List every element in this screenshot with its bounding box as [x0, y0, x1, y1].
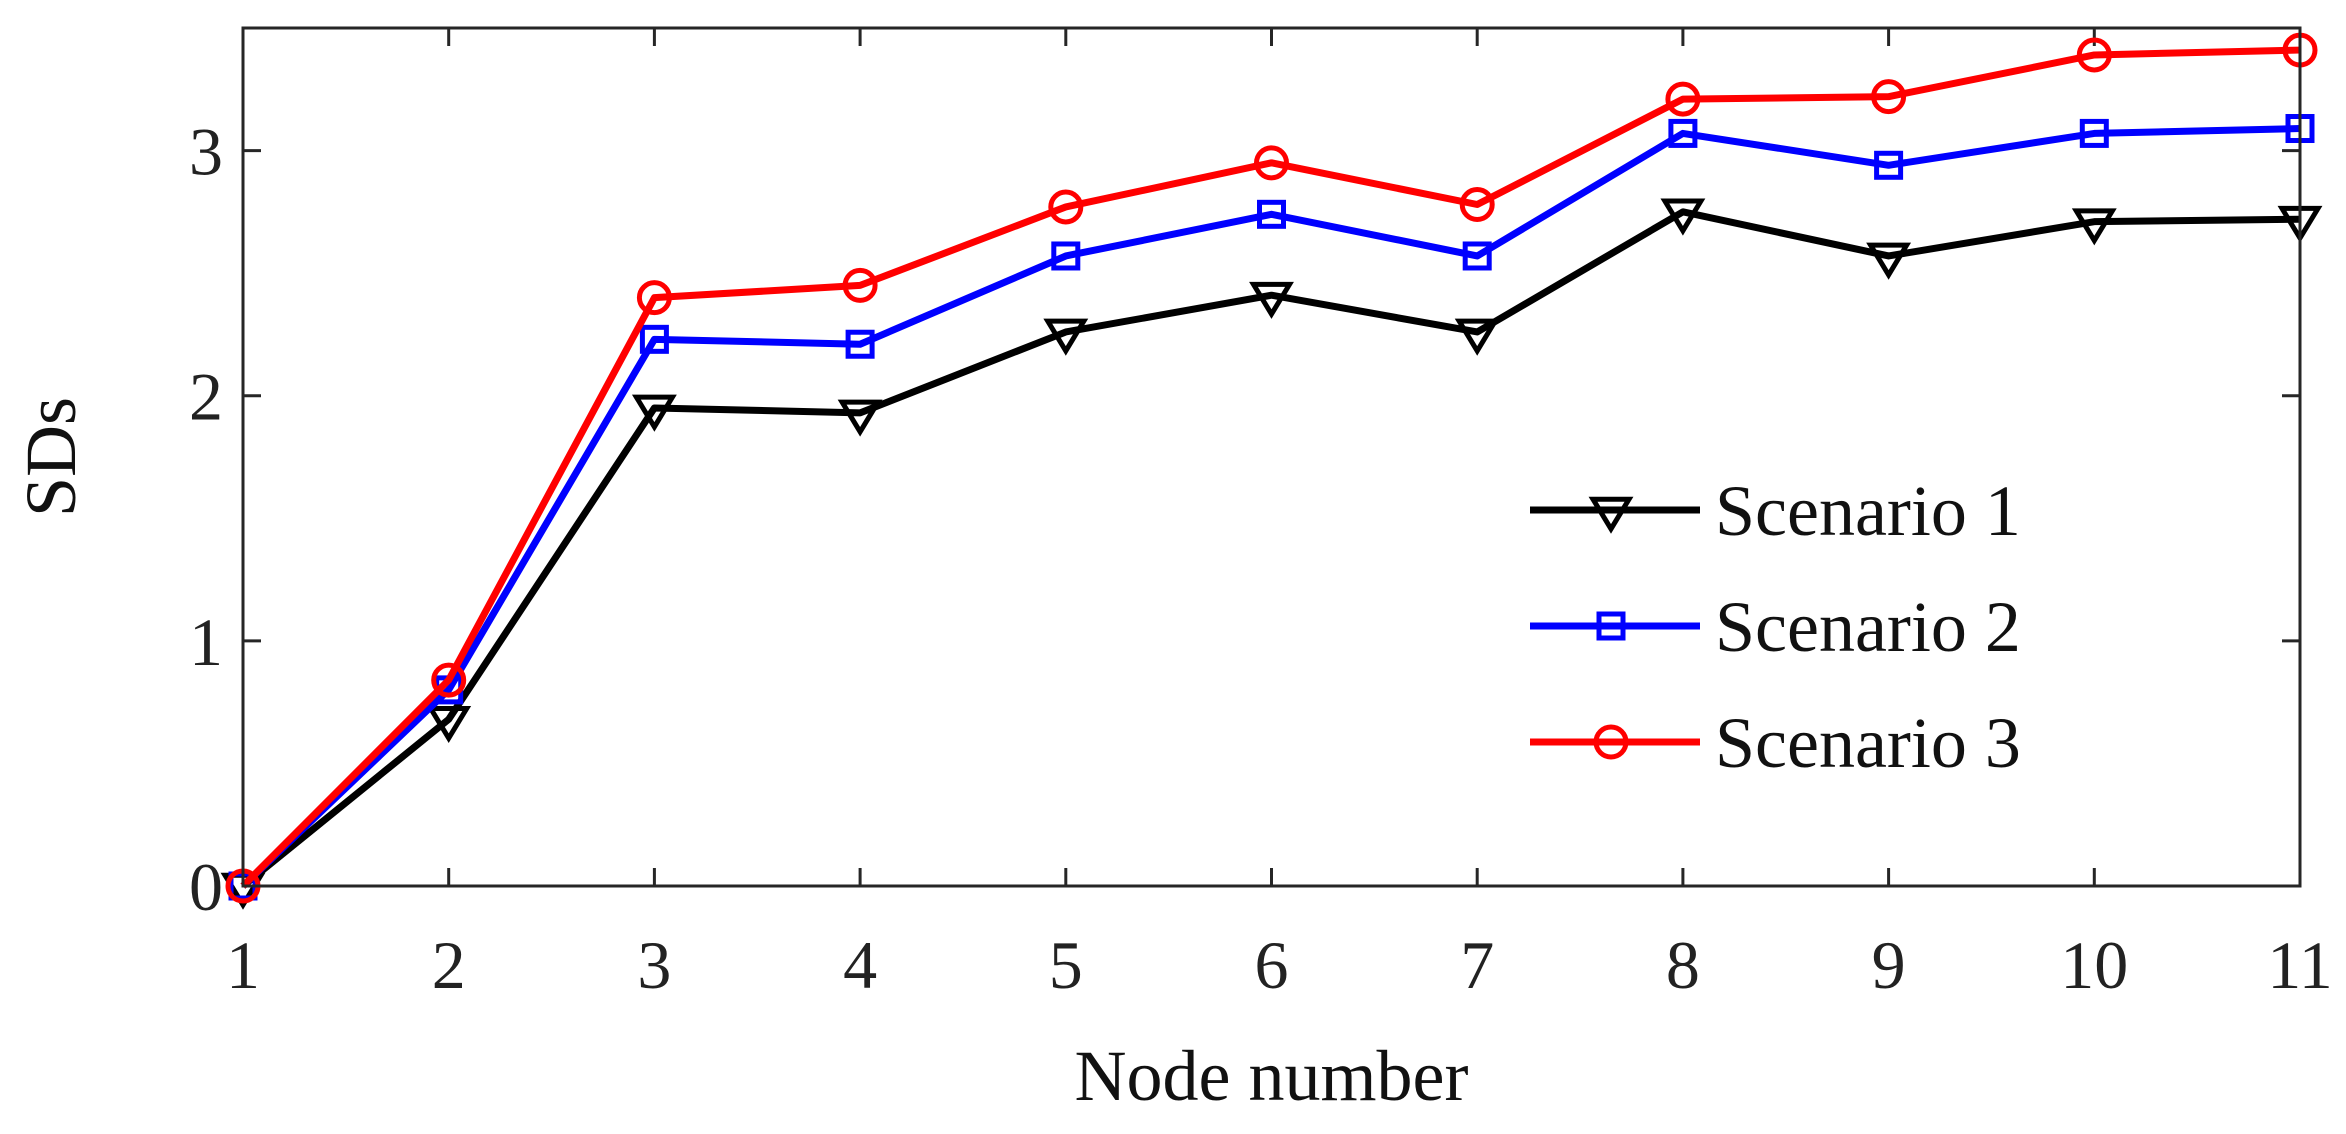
- y-axis-label: SDs: [11, 397, 91, 517]
- series-1: [220, 198, 2323, 910]
- data-point: [1254, 145, 1289, 181]
- data-point: [426, 706, 472, 744]
- data-point: [1866, 242, 1912, 280]
- data-point: [1874, 150, 1904, 180]
- x-tick-label: 6: [1255, 927, 1289, 1003]
- x-tick-label: 7: [1460, 927, 1494, 1003]
- x-tick-label: 8: [1666, 927, 1700, 1003]
- legend-item: Scenario 2: [1530, 587, 2021, 667]
- data-point: [1043, 318, 1089, 356]
- data-point: [1462, 241, 1492, 271]
- x-tick-label: 3: [637, 927, 671, 1003]
- data-point: [1668, 118, 1698, 148]
- data-point: [1257, 199, 1286, 229]
- legend-label: Scenario 2: [1715, 587, 2021, 667]
- data-point: [631, 394, 677, 432]
- data-point: [842, 267, 878, 303]
- x-tick-label: 4: [843, 927, 877, 1003]
- data-point: [1048, 189, 1084, 225]
- legend-item: Scenario 3: [1530, 703, 2021, 783]
- legend-item: Scenario 1: [1530, 471, 2021, 551]
- legend-marker: [1596, 611, 1626, 641]
- x-tick-label: 2: [432, 927, 466, 1003]
- legend-label: Scenario 1: [1715, 471, 2021, 551]
- data-point: [2076, 37, 2112, 73]
- x-tick-label: 9: [1872, 927, 1906, 1003]
- legend: Scenario 1 Scenario 2 Scenario 3: [1530, 471, 2021, 783]
- data-point: [636, 280, 672, 316]
- data-point: [2071, 208, 2117, 246]
- data-point: [431, 662, 467, 698]
- x-tick-label: 1: [226, 927, 260, 1003]
- data-point: [1871, 79, 1907, 115]
- x-tick-label: 11: [2267, 927, 2332, 1003]
- data-point: [1459, 187, 1495, 223]
- x-tick-label: 5: [1049, 927, 1083, 1003]
- series-line: [240, 46, 2301, 889]
- data-point: [1665, 81, 1701, 117]
- series-line: [240, 125, 2301, 889]
- legend-marker: [1588, 496, 1634, 534]
- y-tick-label: 0: [189, 849, 223, 925]
- data-point: [1249, 281, 1294, 319]
- data-point: [1660, 198, 1706, 236]
- data-point: [2079, 118, 2109, 148]
- legend-marker: [1593, 724, 1629, 760]
- series-line: [240, 208, 2301, 889]
- y-tick-label: 3: [189, 114, 223, 190]
- x-axis-label: Node number: [1075, 1036, 1469, 1116]
- x-tick-label: 10: [2060, 927, 2128, 1003]
- y-tick-label: 1: [189, 604, 223, 680]
- data-point: [1454, 318, 1500, 356]
- data-point: [1051, 241, 1081, 271]
- series-layer: [220, 32, 2323, 910]
- plot-frame: [241, 26, 2302, 888]
- y-tick-label: 2: [189, 359, 223, 435]
- data-point: [639, 324, 669, 354]
- data-point: [845, 329, 875, 359]
- legend-label: Scenario 3: [1715, 703, 2021, 783]
- data-point: [837, 399, 883, 437]
